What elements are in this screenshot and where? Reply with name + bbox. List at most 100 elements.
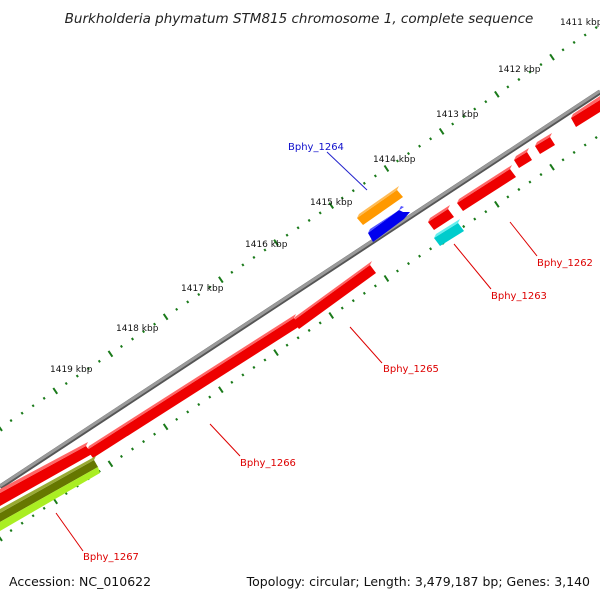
inner-ruler-minor-tick bbox=[175, 417, 179, 421]
gene-bphy-1264[interactable] bbox=[357, 186, 403, 225]
outer-ruler-minor-tick bbox=[186, 300, 190, 304]
outer-ruler-minor-tick bbox=[429, 137, 433, 141]
outer-ruler-minor-tick bbox=[97, 359, 101, 363]
inner-ruler-minor-tick bbox=[42, 506, 46, 510]
outer-ruler-minor-tick bbox=[395, 159, 399, 163]
inner-ruler-major-tick bbox=[328, 312, 335, 319]
topology-text: Topology: circular; Length: 3,479,187 bp… bbox=[246, 574, 590, 589]
inner-ruler-minor-tick bbox=[208, 395, 212, 399]
inner-ruler-minor-tick bbox=[418, 254, 422, 258]
outer-ruler-minor-tick bbox=[119, 344, 123, 348]
gene-bphy-1262[interactable] bbox=[457, 165, 516, 211]
gene-small-red-2[interactable] bbox=[514, 148, 532, 168]
outer-ruler-minor-tick bbox=[175, 307, 179, 311]
outer-ruler-major-tick bbox=[218, 276, 224, 284]
outer-ruler-major-tick bbox=[162, 313, 169, 321]
label-bphy-1263[interactable]: Bphy_1263 bbox=[491, 291, 547, 302]
outer-ruler-minor-tick bbox=[373, 174, 377, 178]
gene-bphy-1267[interactable] bbox=[0, 456, 100, 531]
callout-bphy-1263 bbox=[453, 243, 492, 290]
inner-ruler-minor-tick bbox=[130, 447, 135, 451]
outer-ruler-minor-tick bbox=[130, 337, 135, 341]
outer-ruler-minor-tick bbox=[142, 330, 146, 334]
label-bphy-1265[interactable]: Bphy_1265 bbox=[383, 364, 439, 375]
outer-ruler-minor-tick bbox=[517, 77, 521, 82]
outer-ruler-major-tick bbox=[0, 426, 3, 432]
outer-ruler-minor-tick bbox=[351, 189, 355, 193]
outer-ruler-minor-tick bbox=[296, 226, 300, 230]
inner-ruler-minor-tick bbox=[484, 210, 488, 214]
inner-ruler-minor-tick bbox=[528, 180, 532, 184]
outer-ruler-minor-tick bbox=[406, 152, 411, 156]
outer-ruler-minor-tick bbox=[252, 255, 256, 259]
callout-bphy-1262 bbox=[509, 221, 538, 257]
inner-ruler-minor-tick bbox=[429, 247, 433, 251]
outer-ruler-minor-tick bbox=[208, 285, 212, 289]
inner-ruler-minor-tick bbox=[406, 262, 411, 266]
inner-ruler-minor-tick bbox=[9, 529, 13, 533]
outer-ruler-minor-tick bbox=[340, 196, 344, 200]
outer-ruler bbox=[0, 26, 598, 432]
inner-ruler-minor-tick bbox=[583, 143, 587, 147]
kbp-label-1412: 1412 kbp bbox=[498, 65, 541, 75]
label-bphy-1266[interactable]: Bphy_1266 bbox=[240, 458, 296, 469]
inner-ruler-minor-tick bbox=[31, 514, 35, 518]
gene-small-red-3[interactable] bbox=[535, 133, 555, 154]
inner-ruler-major-tick bbox=[162, 423, 169, 431]
gene-top-right-arrow[interactable] bbox=[571, 96, 600, 127]
outer-ruler-minor-tick bbox=[418, 144, 422, 148]
inner-ruler-minor-tick bbox=[186, 410, 190, 414]
inner-ruler-major-tick bbox=[218, 386, 224, 394]
callout-bphy-1264 bbox=[326, 151, 368, 191]
gene-blue-arrow[interactable] bbox=[368, 206, 410, 242]
inner-ruler-minor-tick bbox=[285, 343, 289, 347]
outer-ruler-minor-tick bbox=[153, 322, 157, 326]
gene-bphy-1267-top[interactable] bbox=[0, 442, 92, 506]
inner-ruler-minor-tick bbox=[142, 440, 146, 444]
outer-ruler-minor-tick bbox=[64, 381, 68, 386]
outer-ruler-minor-tick bbox=[451, 122, 455, 126]
inner-ruler-minor-tick bbox=[230, 380, 234, 384]
outer-ruler-major-tick bbox=[549, 53, 555, 61]
inner-ruler-minor-tick bbox=[307, 328, 311, 332]
outer-ruler-major-tick bbox=[328, 202, 335, 209]
gene-bphy-1265[interactable] bbox=[293, 261, 376, 329]
callout-bphy-1265 bbox=[349, 326, 383, 364]
outer-ruler-minor-tick bbox=[462, 114, 466, 119]
inner-ruler-minor-tick bbox=[318, 321, 322, 325]
gene-small-red-1[interactable] bbox=[428, 205, 454, 230]
outer-ruler-minor-tick bbox=[197, 292, 201, 297]
inner-ruler-minor-tick bbox=[351, 299, 355, 303]
outer-ruler-minor-tick bbox=[86, 367, 90, 371]
inner-ruler-minor-tick bbox=[373, 284, 377, 288]
inner-ruler-minor-tick bbox=[20, 521, 24, 525]
inner-ruler-minor-tick bbox=[473, 217, 477, 221]
inner-ruler-minor-tick bbox=[462, 224, 466, 229]
inner-ruler-major-tick bbox=[494, 200, 500, 208]
outer-ruler-minor-tick bbox=[572, 40, 576, 44]
outer-ruler-major-tick bbox=[383, 164, 390, 172]
inner-ruler-minor-tick bbox=[340, 306, 344, 310]
inner-ruler-minor-tick bbox=[263, 358, 267, 362]
inner-ruler bbox=[0, 136, 598, 542]
outer-ruler-minor-tick bbox=[230, 270, 234, 274]
kbp-label-1413: 1413 kbp bbox=[436, 110, 479, 120]
outer-ruler-minor-tick bbox=[42, 396, 46, 400]
label-bphy-1267[interactable]: Bphy_1267 bbox=[83, 552, 139, 563]
outer-ruler-minor-tick bbox=[528, 70, 532, 74]
label-bphy-1262[interactable]: Bphy_1262 bbox=[537, 258, 593, 269]
inner-ruler-minor-tick bbox=[197, 402, 201, 407]
gene-bphy-1263[interactable] bbox=[434, 219, 464, 246]
outer-ruler-minor-tick bbox=[506, 85, 510, 89]
kbp-label-1411: 1411 kbp bbox=[560, 18, 600, 28]
outer-ruler-major-tick bbox=[438, 127, 445, 135]
outer-ruler-minor-tick bbox=[594, 26, 598, 30]
outer-ruler-minor-tick bbox=[75, 374, 79, 378]
outer-ruler-minor-tick bbox=[318, 211, 322, 215]
gene-bphy-1266[interactable] bbox=[87, 314, 300, 458]
kbp-label-1417: 1417 kbp bbox=[181, 284, 224, 294]
label-bphy-1264[interactable]: Bphy_1264 bbox=[288, 142, 344, 153]
outer-ruler-minor-tick bbox=[484, 100, 488, 104]
outer-ruler-major-tick bbox=[52, 387, 59, 395]
